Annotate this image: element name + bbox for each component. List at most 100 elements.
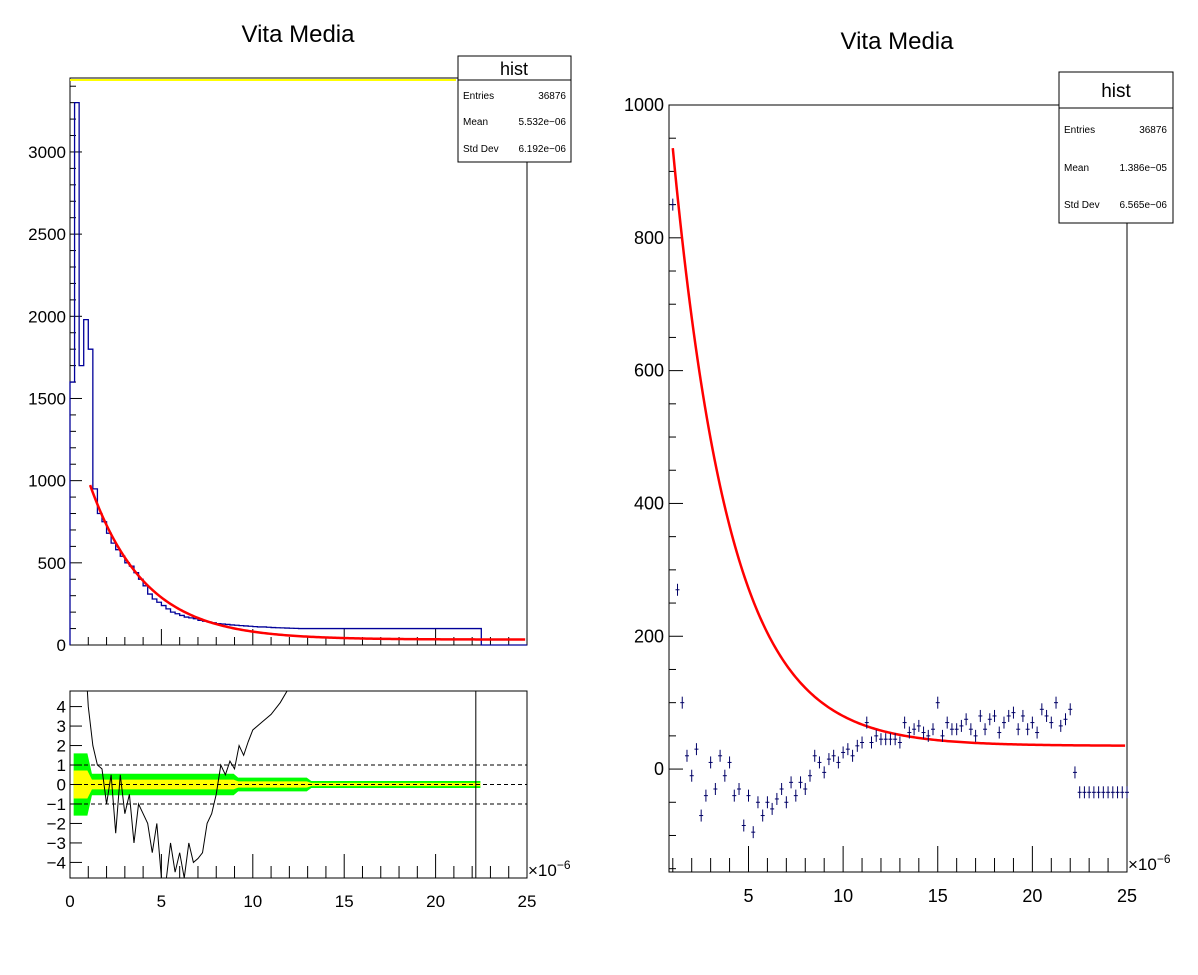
histogram-panel: Vita Media 0 500 1000 1500 2000 2500 3000 hist… <box>28 21 572 655</box>
x-tick-label: 0 <box>65 892 74 911</box>
data-point <box>1096 786 1101 799</box>
fit-curve <box>88 484 526 641</box>
data-point <box>845 743 850 756</box>
data-point <box>850 749 855 762</box>
data-point <box>1091 786 1096 799</box>
y-tick-label: 0 <box>57 776 66 795</box>
data-point <box>945 716 950 729</box>
data-point <box>1044 709 1049 722</box>
y-tick-label: 500 <box>38 554 66 573</box>
data-point <box>878 733 883 746</box>
histogram-bars <box>69 102 527 646</box>
data-point <box>893 733 898 746</box>
data-point <box>817 756 822 769</box>
stats-label: Entries <box>463 91 494 102</box>
data-point <box>751 826 756 839</box>
data-point <box>1120 786 1125 799</box>
data-point <box>784 796 789 809</box>
data-point <box>722 769 727 782</box>
x-tick-label: 15 <box>335 892 354 911</box>
scatter-points <box>670 198 1129 839</box>
data-point <box>737 782 742 795</box>
scatter-panel: Vita Media 0 200 400 600 800 1000 5 10 15 20 25 ×… <box>624 28 1174 906</box>
x-tick-label: 5 <box>743 886 753 906</box>
y-tick-label: 0 <box>57 636 66 655</box>
data-point <box>1020 709 1025 722</box>
y-tick-label: −4 <box>47 853 66 872</box>
data-point <box>793 789 798 802</box>
scatter-fit <box>671 148 1126 747</box>
stats-value: 6.565e−06 <box>1119 200 1167 211</box>
data-point <box>841 746 846 759</box>
histogram-title: Vita Media <box>242 21 356 48</box>
fit-curve <box>671 148 1126 747</box>
stats-box-left: hist Entries 36876 Mean 5.532e−06 Std De… <box>457 55 572 163</box>
data-point <box>770 802 775 815</box>
x-tick-label: 10 <box>833 886 853 906</box>
residual-dashed-lines <box>70 764 527 805</box>
data-point <box>1006 709 1011 722</box>
histogram-frame <box>69 77 528 646</box>
stats-label: Mean <box>1064 163 1089 174</box>
stats-value: 5.532e−06 <box>518 117 566 128</box>
data-point <box>926 729 931 742</box>
data-point <box>907 726 912 739</box>
y-tick-label: 400 <box>634 493 664 513</box>
data-point <box>1082 786 1087 799</box>
data-point <box>935 696 940 709</box>
data-point <box>1106 786 1111 799</box>
data-point <box>831 749 836 762</box>
data-point <box>746 789 751 802</box>
y-tick-label: 4 <box>57 698 66 717</box>
stats-title-left: hist <box>500 59 528 79</box>
data-point <box>694 743 699 756</box>
data-point <box>968 723 973 736</box>
data-point <box>921 726 926 739</box>
scatter-title: Vita Media <box>841 28 955 55</box>
x-tick-label: 25 <box>1117 886 1137 906</box>
data-point <box>774 792 779 805</box>
data-point <box>992 709 997 722</box>
data-point <box>902 716 907 729</box>
residual-x-exponent: ×10−6 <box>528 858 571 880</box>
y-tick-label: 1 <box>57 756 66 775</box>
y-tick-label: 1000 <box>624 95 664 115</box>
y-tick-label: 800 <box>634 228 664 248</box>
stats-value: 6.192e−06 <box>518 144 566 155</box>
y-tick-label: 3 <box>57 717 66 736</box>
residual-curve <box>86 691 477 878</box>
data-point <box>978 709 983 722</box>
data-point <box>812 749 817 762</box>
data-point <box>807 769 812 782</box>
scatter-frame <box>668 104 1128 873</box>
histogram-fit <box>88 484 526 641</box>
data-point <box>864 716 869 729</box>
data-point <box>931 723 936 736</box>
data-point <box>959 719 964 732</box>
data-point <box>987 713 992 726</box>
y-tick-label: −1 <box>47 795 66 814</box>
y-tick-label: −2 <box>47 814 66 833</box>
data-point <box>888 733 893 746</box>
scatter-x-axis: 5 10 15 20 25 <box>672 846 1137 906</box>
data-point <box>680 696 685 709</box>
stats-label: Std Dev <box>463 144 499 155</box>
data-point <box>798 776 803 789</box>
residual-line <box>86 691 288 878</box>
data-point <box>699 809 704 822</box>
y-tick-label: 1000 <box>28 472 66 491</box>
y-tick-label: 0 <box>654 759 664 779</box>
data-point <box>860 736 865 749</box>
data-point <box>779 782 784 795</box>
data-point <box>940 729 945 742</box>
x-tick-label: 20 <box>426 892 445 911</box>
data-point <box>670 198 675 211</box>
data-point <box>954 723 959 736</box>
data-point <box>836 756 841 769</box>
data-point <box>964 713 969 726</box>
data-point <box>949 723 954 736</box>
x-tick-label: 20 <box>1022 886 1042 906</box>
